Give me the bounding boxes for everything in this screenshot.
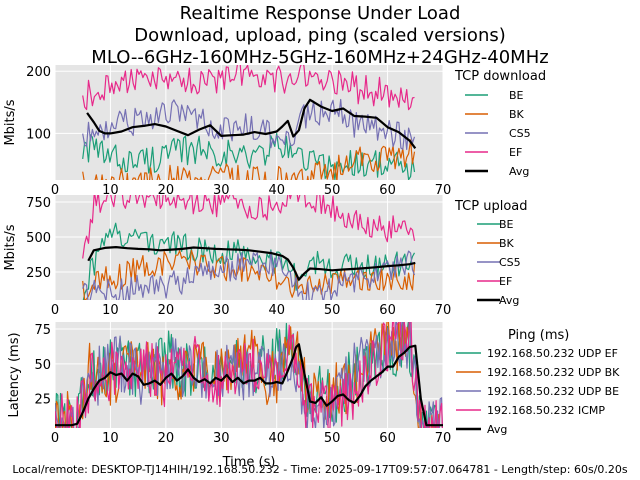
series-group bbox=[82, 65, 417, 180]
x-tick-label: 70 bbox=[435, 303, 452, 318]
y-axis-label: Latency (ms) bbox=[7, 332, 22, 417]
x-tick-label: 0 bbox=[51, 303, 59, 318]
y-tick-label: 25 bbox=[34, 393, 51, 408]
legend-label: Avg bbox=[487, 423, 507, 436]
legend-label: Avg bbox=[509, 165, 529, 178]
chart-title-line-1: Realtime Response Under Load bbox=[180, 3, 461, 24]
y-tick-label: 500 bbox=[26, 231, 51, 246]
y-axis-label: Mbits/s bbox=[3, 99, 18, 145]
x-tick-label: 20 bbox=[158, 183, 175, 198]
x-tick-label: 10 bbox=[102, 183, 119, 198]
x-tick-label: 60 bbox=[379, 303, 396, 318]
series-line-bk bbox=[82, 139, 416, 180]
legend-title: TCP upload bbox=[454, 199, 528, 214]
y-tick-label: 50 bbox=[34, 358, 51, 373]
legend-label: BE bbox=[509, 89, 524, 102]
x-tick-label: 70 bbox=[435, 183, 452, 198]
footer-text: Local/remote: DESKTOP-TJ14HIH/192.168.50… bbox=[12, 463, 628, 476]
y-tick-label: 750 bbox=[26, 196, 51, 211]
plot-background bbox=[55, 65, 443, 180]
x-tick-label: 40 bbox=[268, 183, 285, 198]
series-line-192-168-50-232-udp-be bbox=[55, 322, 443, 428]
legend-label: 192.168.50.232 UDP BK bbox=[487, 366, 620, 379]
legend: TCP upload BE BK CS5 EF Avg bbox=[454, 199, 528, 307]
legend: TCP download BE BK CS5 EF Avg bbox=[454, 69, 546, 178]
legend-label: CS5 bbox=[509, 127, 531, 140]
legend-label: EF bbox=[499, 275, 512, 288]
x-tick-label: 30 bbox=[213, 431, 230, 446]
legend-label: BE bbox=[499, 218, 514, 231]
legend-label: 192.168.50.232 UDP BE bbox=[487, 385, 619, 398]
legend-label: BK bbox=[499, 237, 515, 250]
chart-title-line-3: MLO--6GHz-160MHz-5GHz-160MHz+24GHz-40MHz bbox=[91, 47, 548, 68]
x-tick-label: 0 bbox=[51, 431, 59, 446]
series-group bbox=[82, 195, 416, 300]
panel-3: 0 10 20 30 40 50 60 70 25 50 75 Latency (ms) Time (s… bbox=[7, 322, 620, 470]
x-tick-label: 50 bbox=[324, 303, 341, 318]
x-tick-label: 10 bbox=[102, 431, 119, 446]
y-tick-label: 75 bbox=[34, 323, 51, 338]
y-tick-label: 250 bbox=[26, 266, 51, 281]
legend-label: 192.168.50.232 UDP EF bbox=[487, 347, 618, 360]
series-line-192-168-50-232-icmp bbox=[55, 322, 443, 428]
x-tick-label: 20 bbox=[158, 303, 175, 318]
x-axis-label: Time (s) bbox=[222, 455, 276, 470]
series-line-avg bbox=[86, 98, 417, 149]
series-line-ef bbox=[82, 65, 415, 111]
x-tick-label: 60 bbox=[379, 183, 396, 198]
series-line-cs5 bbox=[82, 250, 416, 300]
x-tick-label: 50 bbox=[324, 431, 341, 446]
x-tick-label: 40 bbox=[268, 303, 285, 318]
x-tick-label: 30 bbox=[213, 183, 230, 198]
series-line-bk bbox=[82, 249, 416, 300]
x-tick-label: 0 bbox=[51, 183, 59, 198]
x-tick-label: 60 bbox=[379, 431, 396, 446]
legend-label: CS5 bbox=[499, 256, 521, 269]
x-tick-label: 10 bbox=[102, 303, 119, 318]
series-line-ef bbox=[82, 195, 416, 259]
x-tick-label: 30 bbox=[213, 303, 230, 318]
x-tick-label: 20 bbox=[158, 431, 175, 446]
legend-title: Ping (ms) bbox=[508, 328, 569, 343]
legend-label: EF bbox=[509, 146, 522, 159]
x-tick-label: 50 bbox=[324, 183, 341, 198]
y-tick-label: 200 bbox=[26, 65, 51, 80]
legend: Ping (ms) 192.168.50.232 UDP EF 192.168.50… bbox=[456, 328, 620, 436]
x-tick-label: 70 bbox=[435, 431, 452, 446]
x-tick-label: 40 bbox=[268, 431, 285, 446]
panel-1: 0 10 20 30 40 50 60 70 100 200 Mbits/s TCP download… bbox=[3, 65, 546, 198]
legend-label: BK bbox=[509, 108, 525, 121]
y-axis-label: Mbits/s bbox=[3, 224, 18, 270]
legend-label: 192.168.50.232 ICMP bbox=[487, 404, 605, 417]
series-group bbox=[55, 322, 443, 428]
series-line-avg bbox=[87, 246, 416, 281]
legend-title: TCP download bbox=[454, 69, 546, 84]
legend-label: Avg bbox=[499, 294, 519, 307]
series-line-be bbox=[82, 132, 416, 180]
chart-title-line-2: Download, upload, ping (scaled versions) bbox=[134, 25, 506, 46]
panel-2: 0 10 20 30 40 50 60 70 250 500 750 Mbits/s TCP uploa… bbox=[3, 195, 528, 318]
series-line-avg bbox=[55, 343, 443, 427]
y-tick-label: 100 bbox=[26, 127, 51, 142]
